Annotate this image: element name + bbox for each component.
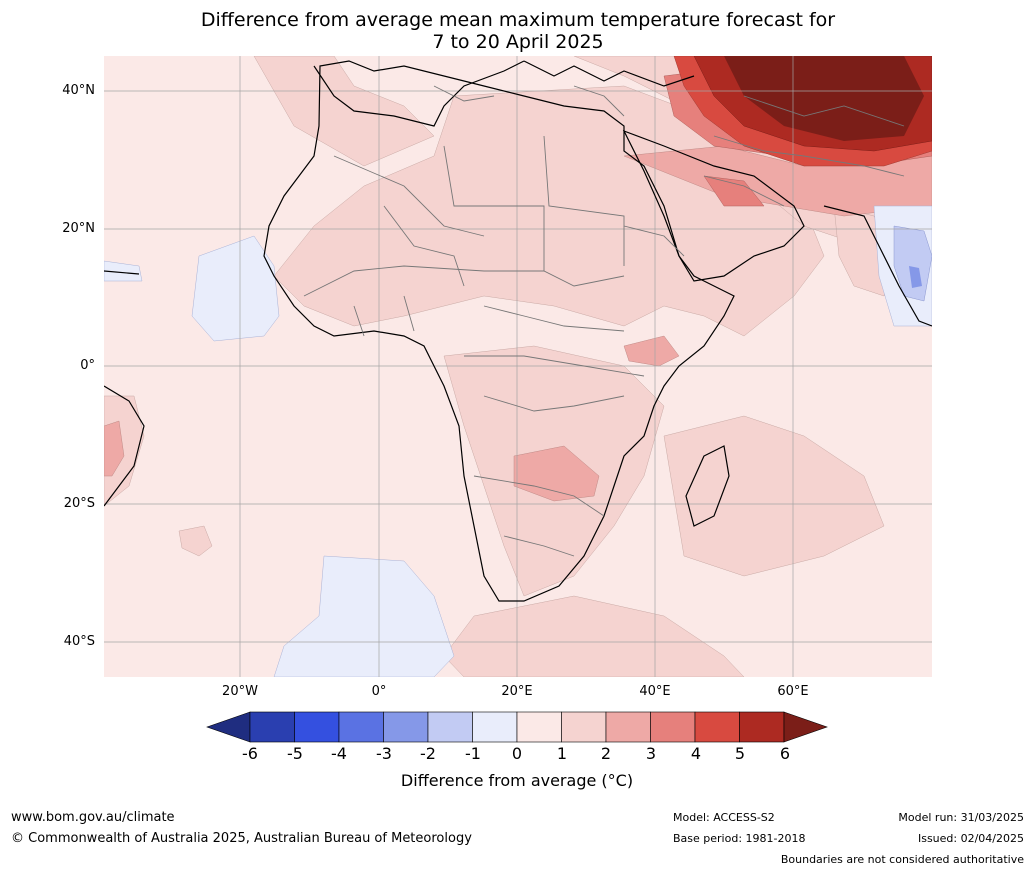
- band-above-6: [724, 56, 924, 141]
- lon-label-20e: 20°E: [501, 684, 533, 699]
- colorbar-tick: -2: [420, 744, 436, 763]
- colorbar-cell-high-extend: [783, 711, 828, 743]
- colorbar-cell: [561, 711, 607, 743]
- colorbar-tick: -4: [331, 744, 347, 763]
- anomaly-field: [104, 56, 932, 677]
- band-minus-2-minus-1: [893, 225, 932, 302]
- colorbar-tick: -6: [242, 744, 258, 763]
- model-text: Model: ACCESS-S2: [673, 811, 775, 824]
- graticule: [104, 56, 932, 677]
- colorbar-tick: -3: [376, 744, 392, 763]
- colorbar-cell: [605, 711, 651, 743]
- lon-label-60e: 60°E: [777, 684, 809, 699]
- colorbar-tick: 0: [511, 744, 523, 763]
- lon-label-20w: 20°W: [222, 684, 258, 699]
- colorbar-tick: -5: [287, 744, 303, 763]
- title-line-2: 7 to 20 April 2025: [432, 31, 604, 53]
- colorbar-cell-low-extend: [206, 711, 251, 743]
- website-text: www.bom.gov.au/climate: [11, 810, 175, 825]
- coastlines: [104, 60, 932, 602]
- colorbar-tick: 6: [779, 744, 791, 763]
- colorbar-cell: [427, 711, 473, 743]
- lat-label-20n: 20°N: [62, 221, 95, 236]
- colorbar-tick: 4: [690, 744, 702, 763]
- colorbar-cell: [650, 711, 696, 743]
- lat-label-0: 0°: [80, 358, 95, 373]
- country-borders: [303, 85, 905, 557]
- colorbar: [206, 711, 828, 743]
- map-title: Difference from average mean maximum tem…: [104, 9, 932, 53]
- band-minus-3-minus-2: [909, 266, 922, 288]
- copyright-text: © Commonwealth of Australia 2025, Austra…: [11, 831, 472, 846]
- forecast-map: [104, 56, 932, 677]
- colorbar-tick: 5: [734, 744, 746, 763]
- lon-label-40e: 40°E: [639, 684, 671, 699]
- colorbar-tick: 3: [645, 744, 657, 763]
- lat-label-20s: 20°S: [63, 496, 95, 511]
- colorbar-cell: [338, 711, 384, 743]
- colorbar-cell: [472, 711, 518, 743]
- colorbar-tick: 1: [556, 744, 568, 763]
- colorbar-tick: 2: [600, 744, 612, 763]
- title-line-1: Difference from average mean maximum tem…: [200, 9, 836, 31]
- model-run-text: Model run: 31/03/2025: [898, 811, 1024, 824]
- issued-text: Issued: 02/04/2025: [917, 832, 1024, 845]
- base-period-text: Base period: 1981-2018: [673, 832, 806, 845]
- lat-label-40n: 40°N: [62, 83, 95, 98]
- colorbar-cell: [383, 711, 429, 743]
- colorbar-cell: [249, 711, 295, 743]
- lat-label-40s: 40°S: [63, 634, 95, 649]
- lon-label-0: 0°: [371, 684, 387, 699]
- colorbar-cell: [694, 711, 740, 743]
- disclaimer-text: Boundaries are not considered authoritat…: [780, 853, 1024, 866]
- colorbar-cell: [739, 711, 785, 743]
- colorbar-cell: [516, 711, 562, 743]
- colorbar-label: Difference from average (°C): [400, 771, 634, 790]
- colorbar-cell: [294, 711, 340, 743]
- band-1-2: [104, 56, 932, 677]
- colorbar-tick: -1: [465, 744, 481, 763]
